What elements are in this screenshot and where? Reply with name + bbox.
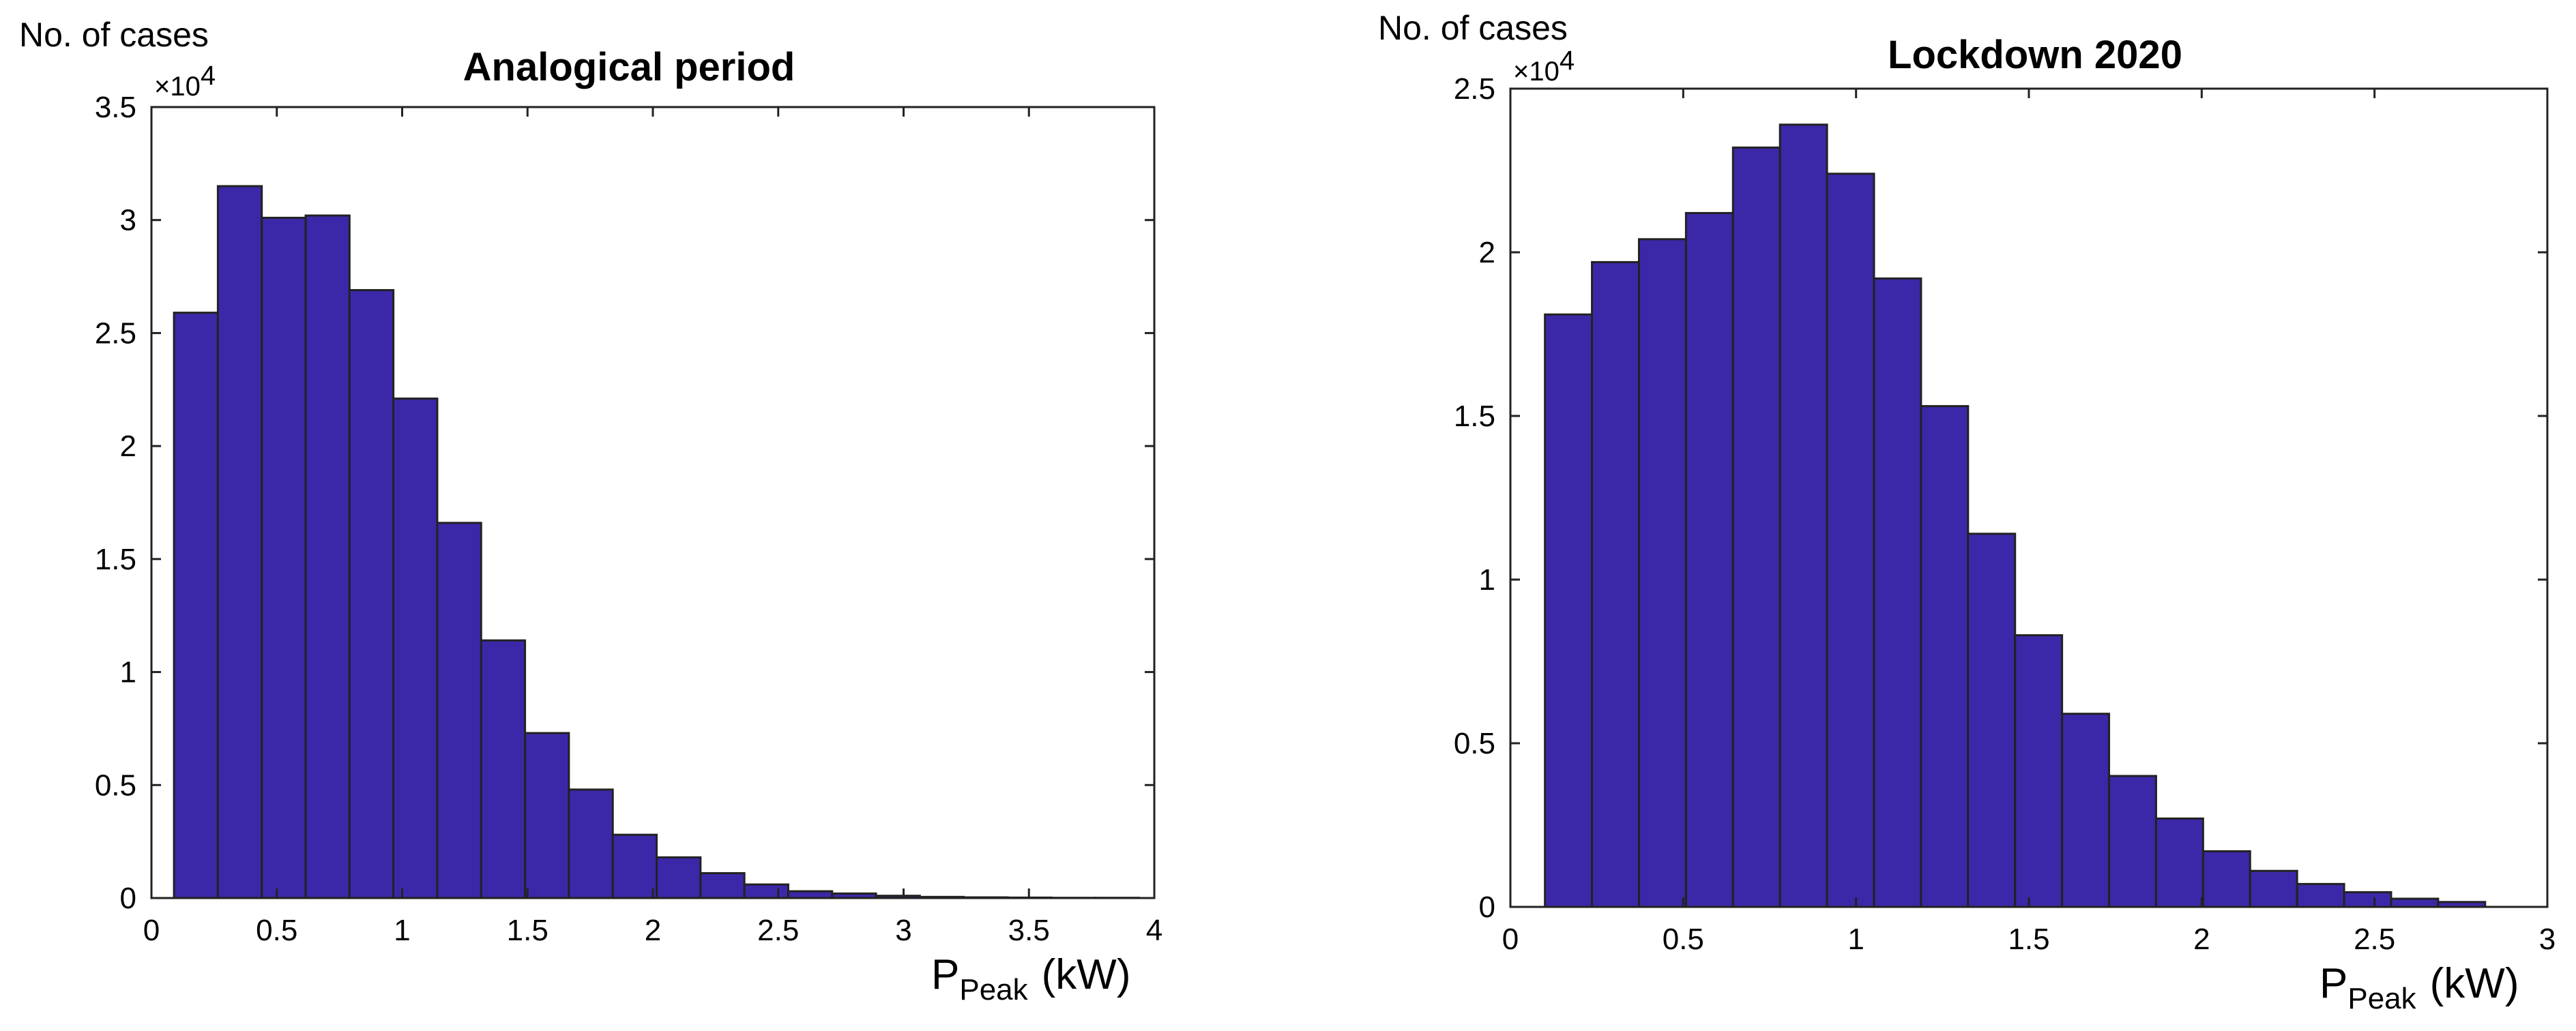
y-tick-label: 3 [120, 204, 136, 237]
bar-16 [2296, 882, 2345, 908]
x-tick-label: 3 [895, 914, 911, 947]
bar-6 [436, 522, 482, 899]
x-tick-label: 1 [1847, 923, 1864, 956]
bar-9 [1967, 533, 2017, 908]
bar-6 [1826, 173, 1875, 908]
x-tick-label: 0.5 [256, 914, 297, 947]
y-tick-label: 1.5 [1454, 400, 1495, 433]
bar-13 [2154, 817, 2204, 908]
y-multiplier: ×104 [154, 61, 216, 102]
y-tick-label: 3.5 [95, 91, 136, 124]
x-tick-label: 0.5 [1663, 923, 1704, 956]
chart-title: Analogical period [463, 45, 795, 89]
bar-1 [1591, 260, 1640, 908]
y-tick-label: 1 [120, 656, 136, 689]
bars [1544, 123, 2487, 908]
y-tick-label: 1.5 [95, 543, 136, 576]
bar-9 [568, 788, 614, 899]
bar-0 [1544, 313, 1594, 908]
y-tick-label: 2.5 [1454, 72, 1495, 106]
bar-1 [216, 185, 263, 899]
bar-8 [1920, 405, 1970, 908]
x-tick-label: 3.5 [1008, 914, 1050, 947]
bar-5 [392, 398, 439, 899]
x-axis-label: PPeak (kW) [931, 951, 1130, 1006]
bars [173, 185, 1141, 899]
bar-10 [611, 833, 658, 899]
y-tick-label: 0.5 [1454, 727, 1495, 760]
y-tick-label: 0 [1479, 891, 1495, 924]
x-axis-label: PPeak (kW) [2319, 960, 2519, 1015]
bar-15 [2249, 869, 2298, 908]
chart-title: Lockdown 2020 [1888, 33, 2182, 77]
y-multiplier: ×104 [1513, 46, 1575, 87]
x-tick-label: 0 [143, 914, 160, 947]
chart-analogical-period: No. of cases Analogical period ×104 0 0.5… [19, 16, 1162, 1006]
bar-7 [1873, 277, 1922, 908]
bar-12 [2108, 775, 2157, 908]
x-tick-label: 1.5 [2008, 923, 2049, 956]
y-tick-label: 2 [1479, 236, 1495, 269]
y-tick-label: 1 [1479, 563, 1495, 597]
bar-8 [524, 732, 570, 899]
bar-18 [2390, 897, 2440, 908]
bar-11 [656, 856, 702, 899]
x-ticks: 0 0.5 1 1.5 2 2.5 3 [1502, 89, 2556, 956]
x-tick-label: 1 [394, 914, 410, 947]
x-tick-label: 2.5 [757, 914, 799, 947]
plot-area [150, 106, 1156, 899]
x-tick-label: 2 [2193, 923, 2210, 956]
x-tick-label: 1.5 [507, 914, 548, 947]
bar-13 [743, 883, 789, 899]
y-axis-label: No. of cases [19, 16, 209, 54]
bar-3 [1684, 211, 1734, 908]
y-tick-label: 2 [120, 430, 136, 463]
x-tick-label: 2.5 [2354, 923, 2395, 956]
x-ticks: 0 0.5 1 1.5 2 2.5 3 3.5 4 [143, 107, 1162, 947]
y-tick-label: 2.5 [95, 316, 136, 350]
bar-3 [304, 214, 351, 899]
bar-7 [480, 639, 527, 899]
bar-2 [1637, 238, 1687, 908]
bar-5 [1779, 123, 1828, 908]
bar-10 [2014, 634, 2064, 908]
y-tick-label: 0 [120, 882, 136, 915]
bar-4 [1731, 146, 1781, 908]
bar-4 [348, 288, 395, 899]
x-tick-label: 4 [1146, 914, 1162, 947]
y-tick-label: 0.5 [95, 768, 136, 802]
bar-17 [2343, 891, 2392, 908]
bar-14 [2201, 850, 2251, 908]
bar-2 [261, 216, 307, 899]
chart-lockdown-2020: No. of cases Lockdown 2020 ×104 0 0.5 1 1.5… [1378, 9, 2556, 1015]
x-tick-label: 2 [645, 914, 661, 947]
y-ticks: 0 0.5 1 1.5 2 2.5 3 3.5 [95, 91, 1154, 915]
bar-0 [173, 312, 219, 899]
y-axis-label: No. of cases [1378, 9, 1568, 47]
plot-area [1509, 87, 2549, 908]
bar-12 [699, 872, 746, 899]
x-tick-label: 0 [1502, 923, 1519, 956]
x-tick-label: 3 [2539, 923, 2556, 956]
bar-11 [2061, 713, 2111, 908]
